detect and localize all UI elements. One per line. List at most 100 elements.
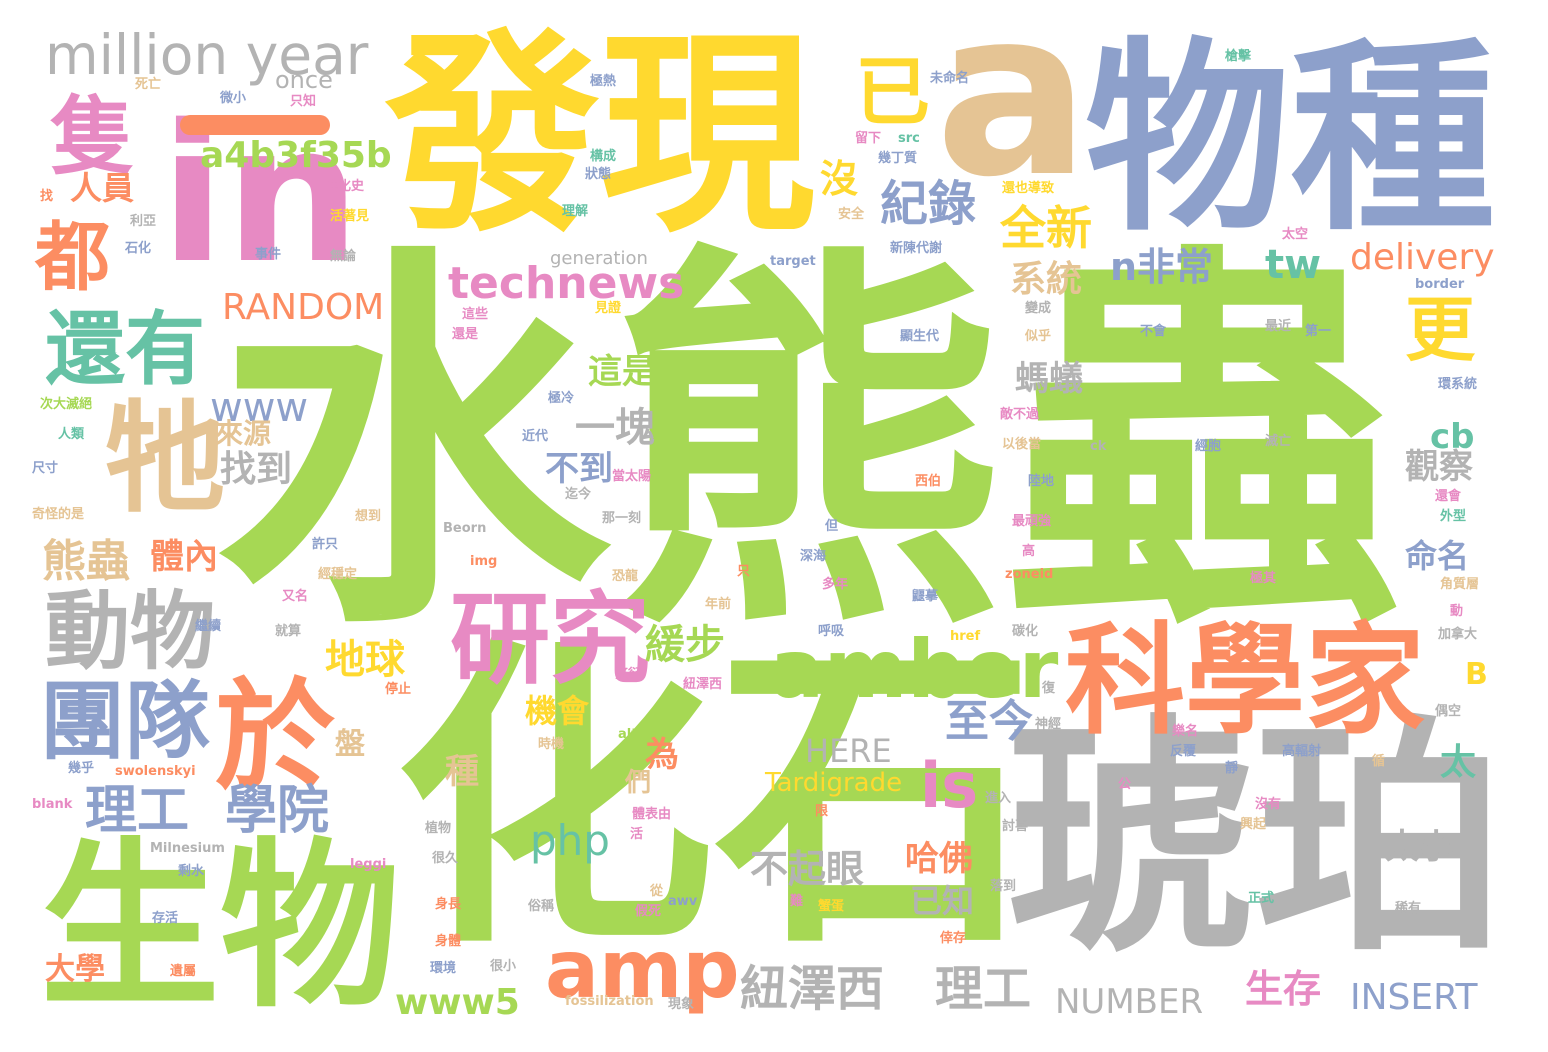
word: 們 [625,768,652,798]
word: blank [32,797,73,812]
word: 學院 [225,781,330,841]
word: 落到 [990,879,1017,894]
word: 繁衍 [615,667,642,682]
word: 不會 [1140,324,1167,339]
word: 命名 [1405,537,1470,575]
word: 限 [815,804,829,819]
word: 幾乎 [68,761,95,776]
word: 進入 [985,791,1012,806]
word: 為 [645,735,679,775]
word: 只知 [290,94,317,109]
word: 加拿大 [1438,627,1478,642]
word: 陸地 [1028,474,1055,489]
word: B [1465,657,1488,692]
word: 至今 [945,696,1033,747]
word: 次大滅絕 [40,397,93,412]
word: amber [770,623,1059,716]
word: 種 [445,752,479,792]
word: 觀察 [1405,447,1473,487]
word: 緩步 [645,622,725,668]
word: 活著見 [330,209,370,224]
word: 高輻射 [1282,744,1322,759]
word: 紐澤西 [740,961,885,1017]
word: 現象 [668,997,695,1012]
word: 死亡 [135,77,162,92]
word: 蟹蛋 [818,899,845,914]
word: 環系統 [1438,377,1478,392]
word: is [920,749,979,822]
word: 已 [855,48,931,136]
word: 就算 [275,624,302,639]
word: fossilization [565,994,654,1009]
word: 琥珀 [1005,694,1505,985]
word: 身體 [435,934,462,949]
word: 循 [1372,754,1386,769]
word: 又名 [282,589,309,604]
word: 未命名 [930,71,970,86]
word: 停止 [385,682,412,697]
word: img [470,554,498,569]
word: Beorn [443,521,487,536]
word: 難 [790,894,804,909]
word: leggi [350,857,387,872]
word: 許只 [312,537,339,552]
word: 不到 [545,449,613,489]
word: 研究 [450,581,650,698]
decorative-bar [180,115,330,135]
word: 當太陽 [612,469,652,484]
word: 很久 [432,851,459,866]
word: 還有 [45,303,205,396]
word: 神經 [1035,717,1062,732]
word: 機會 [525,692,590,730]
word: 物種 [1085,21,1495,259]
word: 大學 [45,952,105,987]
word: 不起眼 [750,847,865,891]
word: 近代 [522,429,549,444]
word: million year [45,23,369,87]
word: 人類 [58,427,85,442]
word: 奇怪的是 [32,507,85,522]
word: 全新 [1000,201,1092,255]
word: delivery [1350,237,1495,278]
word: 螞蟻 [1015,359,1083,399]
word: 興起 [1240,817,1267,832]
word: target [770,254,816,269]
word: 理工 [85,781,190,841]
word: 倖存 [940,931,967,946]
word: 槍擊 [1225,49,1252,64]
word: 地球 [325,637,405,683]
word: 公 [1118,777,1132,792]
word: 熊蟲 [42,536,130,587]
word: 尺寸 [32,461,59,476]
word: 反覆 [1170,744,1197,759]
word: 極冷 [548,391,575,406]
word: 水熊蟲 [215,217,1400,677]
word: 團隊 [40,673,211,772]
word: 經胞 [1195,439,1222,454]
word: 那一刻 [602,511,642,526]
word: technews [448,258,685,309]
word: 利亞 [130,214,157,229]
word: generation [550,248,648,269]
word: 盤 [335,727,365,762]
word: 最頑強 [1012,514,1052,529]
word: 遺屬 [170,964,197,979]
word: 理解 [562,204,589,219]
word: 已知 [910,882,975,920]
word: cb [1430,417,1475,457]
word: 動物 [45,583,216,682]
word: 最近 [1265,319,1292,334]
word: 進化史 [325,179,365,194]
word: 留下 [855,131,882,146]
word: zoneid [1005,567,1054,582]
word: 但 [825,519,839,534]
word: 只 [737,564,751,579]
word: 顯生代 [900,329,940,344]
word: 多年 [822,577,849,592]
word: 稀有 [1395,901,1422,916]
word: 都 [35,213,111,301]
word: 迄今 [565,487,592,502]
word: 化石 [395,614,1035,986]
word: 很小 [490,959,517,974]
